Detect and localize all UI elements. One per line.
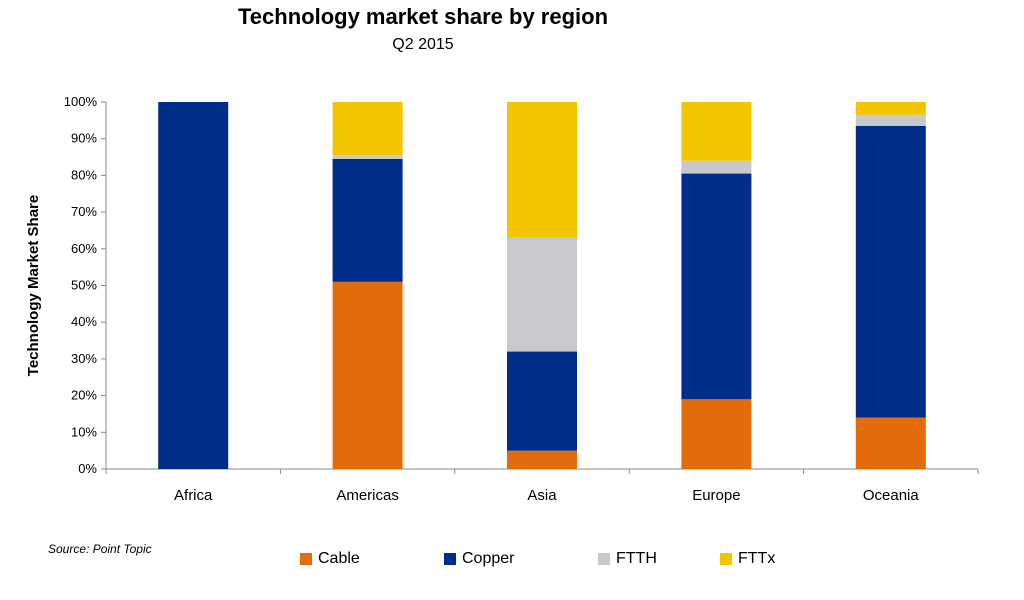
- legend-swatch: [300, 553, 312, 565]
- bar-fttx-europe: [681, 102, 752, 161]
- y-tick-label: 70%: [71, 204, 97, 219]
- bar-copper-americas: [332, 158, 403, 282]
- legend-swatch: [444, 553, 456, 565]
- chart-title: Technology market share by region: [237, 4, 609, 29]
- x-tick-label: Europe: [692, 487, 740, 504]
- bar-cable-europe: [681, 399, 752, 469]
- bar-fttx-asia: [507, 102, 577, 238]
- bar-cable-americas: [332, 281, 403, 469]
- bar-ftth-europe: [681, 160, 752, 174]
- bar-fttx-oceania: [855, 102, 926, 115]
- legend-item-ftth: FTTH: [598, 550, 657, 568]
- legend-item-copper: Copper: [444, 550, 514, 568]
- x-tick-label: Oceania: [863, 487, 920, 504]
- bar-copper-europe: [681, 173, 752, 400]
- bar-ftth-oceania: [855, 114, 926, 126]
- bar-ftth-asia: [507, 237, 577, 352]
- y-tick-label: 40%: [71, 314, 97, 329]
- legend-label: FTTH: [616, 550, 657, 567]
- stacked-bar-chart: 0% 10% 20% 30% 40% 50% 60% 70% 80% 90% 100% Technol…: [25, 94, 979, 504]
- y-tick-label: 60%: [71, 241, 97, 256]
- bar-copper-africa: [158, 102, 229, 469]
- legend-swatch: [598, 553, 610, 565]
- y-tick-label: 90%: [71, 131, 97, 146]
- x-tick-label: Africa: [174, 487, 213, 504]
- bar-fttx-americas: [332, 102, 403, 156]
- y-tick-label: 30%: [71, 351, 97, 366]
- y-tick-label: 80%: [71, 167, 97, 182]
- legend-item-fttx: FTTx: [720, 550, 775, 568]
- legend-item-cable: Cable: [300, 550, 360, 568]
- legend-swatch: [720, 553, 732, 565]
- source-note: Source: Point Topic: [48, 542, 152, 556]
- x-tick-label: Americas: [336, 487, 399, 504]
- bar-ftth-americas: [332, 155, 403, 159]
- y-axis-title: Technology Market Share: [25, 195, 42, 376]
- y-tick-label: 100%: [64, 94, 98, 109]
- y-tick-label: 50%: [71, 278, 97, 293]
- bar-copper-asia: [507, 351, 577, 451]
- legend-label: FTTx: [738, 550, 776, 567]
- chart-subtitle: Q2 2015: [392, 36, 454, 53]
- bar-copper-oceania: [855, 125, 926, 418]
- bar-cable-asia: [507, 450, 577, 469]
- legend-label: Copper: [462, 550, 515, 567]
- legend-label: Cable: [318, 550, 360, 567]
- x-tick-label: Asia: [527, 487, 557, 504]
- bar-cable-oceania: [855, 417, 926, 469]
- y-tick-label: 20%: [71, 388, 97, 403]
- y-tick-label: 0%: [78, 461, 97, 476]
- y-tick-label: 10%: [71, 424, 97, 439]
